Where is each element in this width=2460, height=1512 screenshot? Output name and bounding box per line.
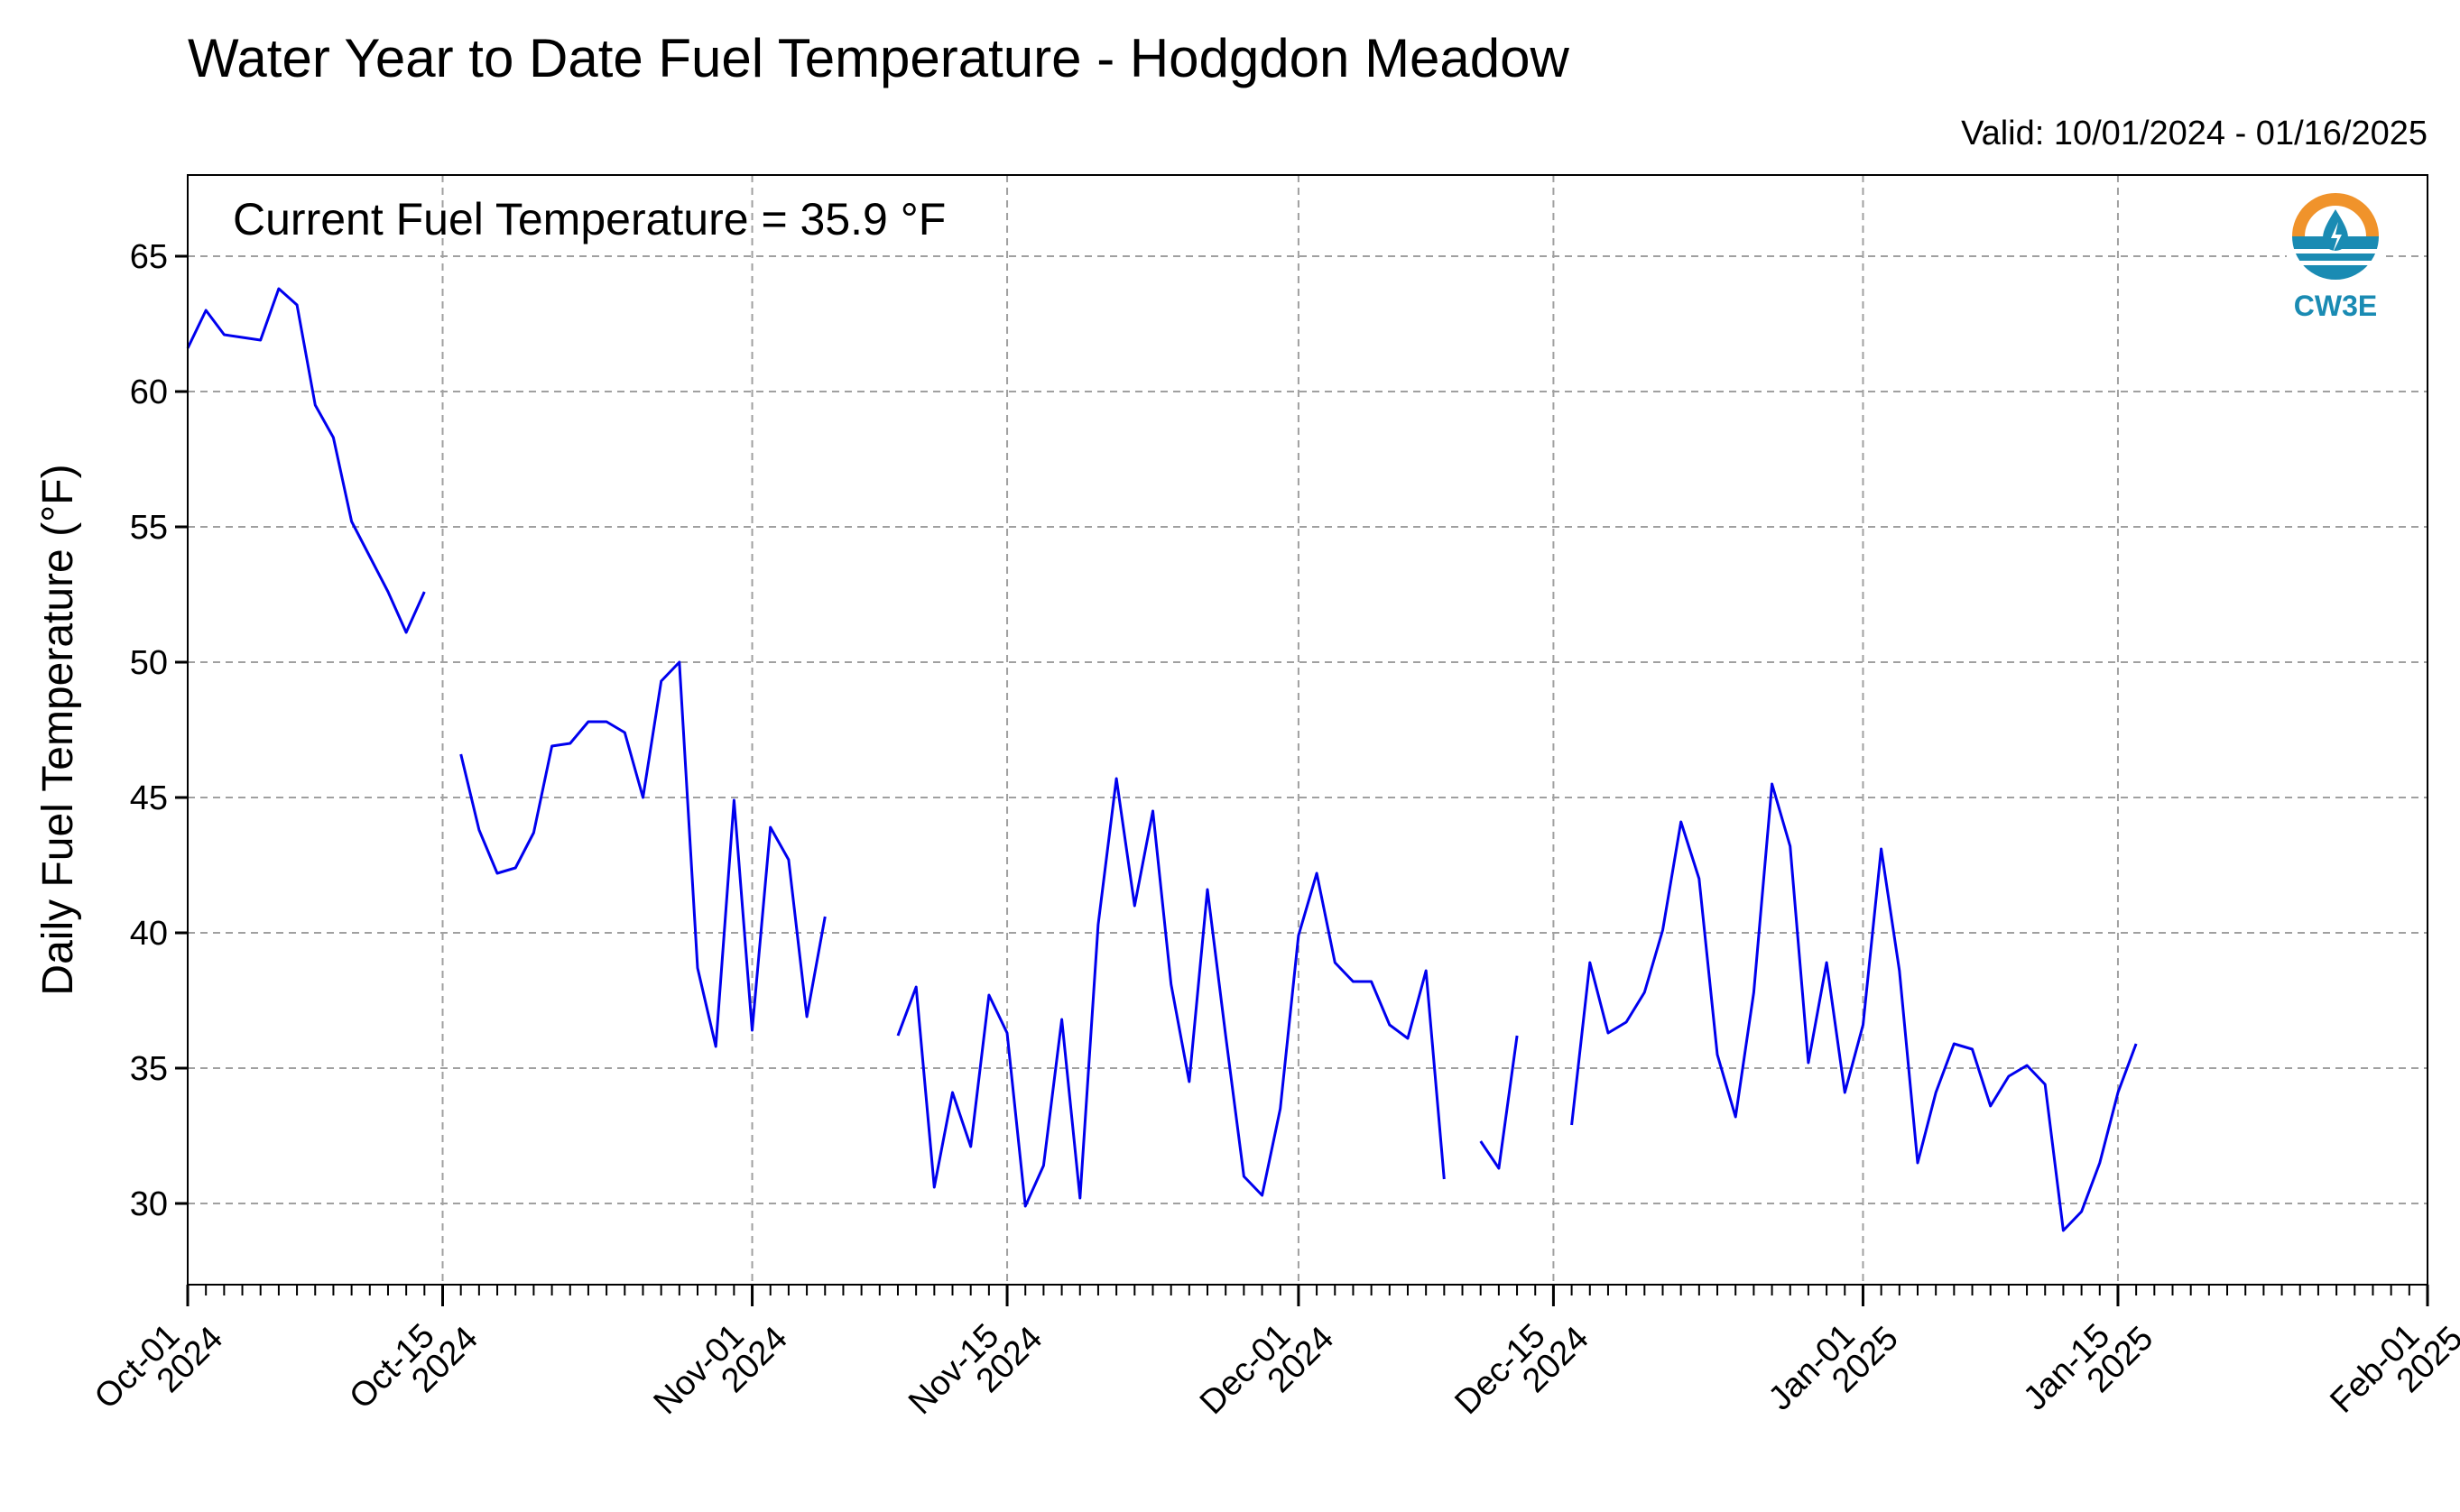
grid-lines xyxy=(188,175,2428,1285)
y-tick-label: 55 xyxy=(130,509,168,547)
cw3e-logo: CW3E xyxy=(2287,193,2384,322)
fuel-temperature-line-segment xyxy=(459,660,827,1048)
fuel-temperature-line-segment xyxy=(186,287,426,634)
cw3e-logo-text: CW3E xyxy=(2294,290,2377,322)
fuel-temperature-line-segment xyxy=(1570,782,2138,1232)
y-tick-label: 30 xyxy=(130,1185,168,1223)
cw3e-logo-icon xyxy=(2287,193,2384,287)
fuel-temperature-line-segment xyxy=(1479,1035,1519,1170)
y-tick-label: 50 xyxy=(130,644,168,682)
y-tick-label: 45 xyxy=(130,779,168,817)
fuel-temperature-line-segment xyxy=(896,777,1446,1208)
plot-frame xyxy=(187,174,2428,1286)
y-tick-label: 35 xyxy=(130,1050,168,1088)
current-temperature-annotation: Current Fuel Temperature = 35.9 °F xyxy=(233,194,946,244)
valid-date-range: Valid: 10/01/2024 - 01/16/2025 xyxy=(1961,115,2428,152)
y-tick-label: 65 xyxy=(130,238,168,276)
series-layer xyxy=(186,287,2138,1232)
y-axis-label: Daily Fuel Temperature (°F) xyxy=(34,464,82,995)
chart-title: Water Year to Date Fuel Temperature - Ho… xyxy=(188,28,1570,88)
y-tick-label: 60 xyxy=(130,373,168,411)
y-tick-label: 40 xyxy=(130,915,168,953)
